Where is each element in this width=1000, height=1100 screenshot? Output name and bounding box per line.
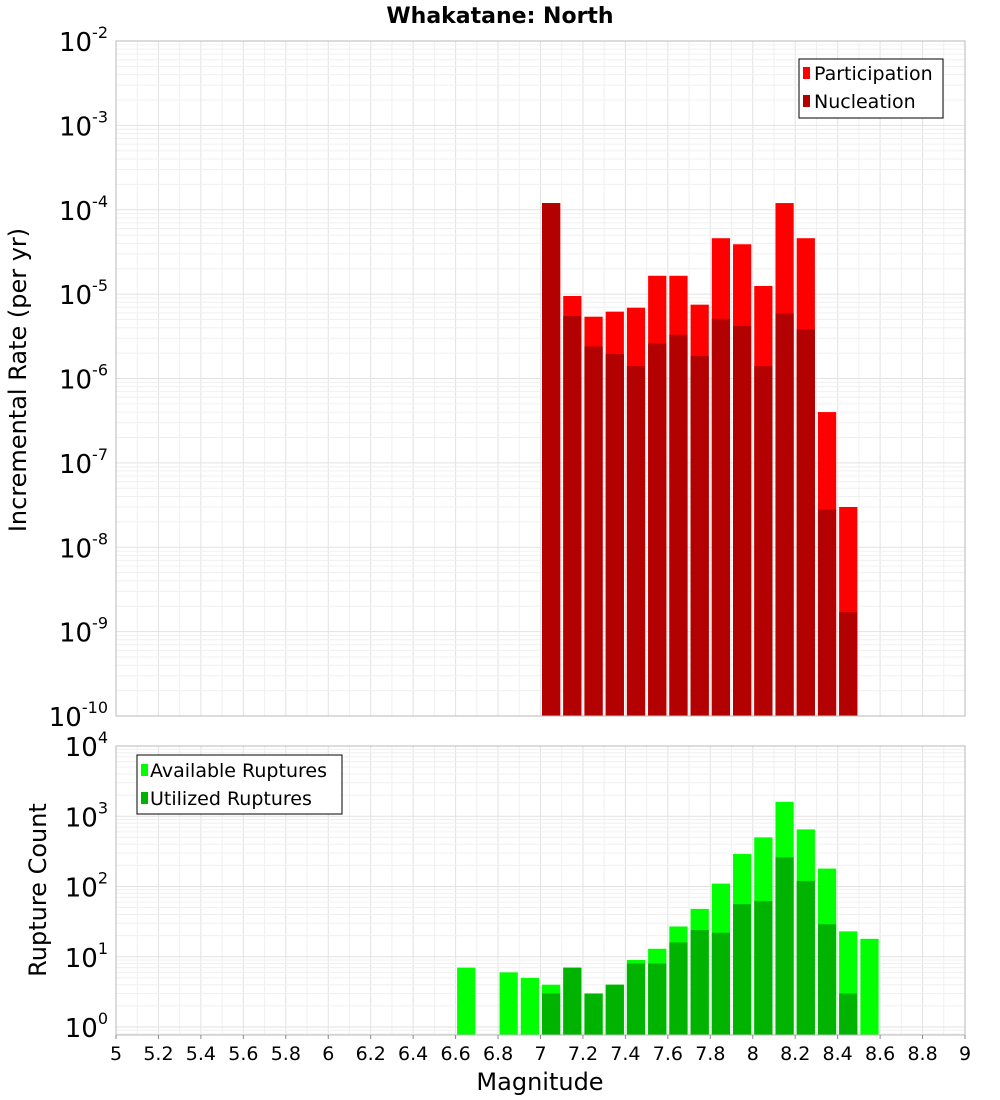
bottom-bar-utilized-ruptures [754, 901, 773, 1035]
top-y-axis-label: Incremental Rate (per yr) [4, 228, 32, 532]
x-tick-label: 8 [747, 1043, 759, 1065]
x-tick-label: 8.2 [780, 1043, 810, 1065]
top-y-tick-label: 10-4 [59, 192, 108, 227]
top-bar-nucleation [542, 203, 561, 716]
top-bar-nucleation [584, 346, 603, 716]
legend-swatch-available [141, 764, 148, 776]
legend-label-participation: Participation [814, 63, 933, 85]
top-bar-nucleation [733, 325, 752, 716]
bottom-bar-utilized-ruptures [711, 932, 731, 1035]
bottom-legend-box [136, 754, 343, 815]
bottom-grid [115, 746, 966, 1035]
top-bar-nucleation [796, 329, 815, 716]
bottom-bar-utilized-ruptures [733, 904, 752, 1035]
top-bar-nucleation [605, 354, 624, 716]
legend-swatch-nucleation [803, 95, 810, 107]
bottom-bar-utilized-ruptures [839, 993, 858, 1035]
bottom-y-tick-label: 102 [65, 869, 108, 904]
bottom-bars [457, 801, 879, 1035]
x-tick-label: 5.4 [186, 1043, 216, 1065]
top-legend: Participation Nucleation [798, 58, 944, 119]
bottom-y-tick-label: 103 [65, 798, 108, 833]
top-plot: 10-10 10-9 10-8 10-7 10-6 10-5 10-4 10-3 10-2 In… [4, 23, 966, 733]
x-tick-label: 7.2 [568, 1043, 598, 1065]
x-tick-label: 9 [959, 1043, 971, 1065]
bottom-y-tick-label: 104 [65, 728, 108, 763]
top-bar-nucleation [690, 355, 709, 716]
top-y-tick-label: 10-3 [59, 107, 108, 142]
bottom-bar-utilized-ruptures [605, 984, 624, 1035]
bottom-bar-utilized-ruptures [648, 963, 667, 1035]
bottom-plot: 100 101 102 103 104 5 5.2 5.4 5.6 5.8 6 6.2 6.4 6.6 6… [24, 728, 971, 1096]
bottom-y-ticks: 100 101 102 103 104 [65, 728, 108, 1044]
bottom-bar-available-ruptures [457, 967, 476, 1035]
x-tick-label: 5.6 [228, 1043, 258, 1065]
top-y-tick-label: 10-7 [59, 445, 108, 480]
bottom-x-ticks: 5 5.2 5.4 5.6 5.8 6 6.2 6.4 6.6 6.8 7 7.2 7.4 7.6 7.8 8… [110, 1035, 971, 1065]
top-bar-nucleation [817, 509, 837, 716]
legend-label-utilized: Utilized Ruptures [150, 788, 312, 810]
x-tick-label: 7.6 [653, 1043, 683, 1065]
x-tick-label: 5 [110, 1043, 122, 1065]
x-tick-label: 7.4 [610, 1043, 640, 1065]
top-bar-nucleation [839, 612, 858, 716]
top-bar-nucleation [711, 318, 731, 716]
top-bar-nucleation [626, 366, 646, 716]
top-bars [542, 203, 858, 717]
top-bar-nucleation [648, 343, 667, 716]
legend-label-nucleation: Nucleation [814, 91, 916, 113]
bottom-bar-utilized-ruptures [626, 963, 646, 1035]
top-y-tick-label: 10-8 [59, 529, 108, 564]
top-bar-nucleation [669, 334, 688, 716]
top-y-ticks: 10-10 10-9 10-8 10-7 10-6 10-5 10-4 10-3 10-2 [49, 23, 108, 733]
x-tick-label: 6.4 [398, 1043, 428, 1065]
x-tick-label: 8.6 [865, 1043, 895, 1065]
bottom-bar-utilized-ruptures [563, 967, 582, 1035]
top-y-tick-label: 10-6 [59, 361, 108, 396]
bottom-bar-available-ruptures [499, 972, 518, 1035]
top-bar-nucleation [775, 313, 794, 716]
top-y-tick-label: 10-10 [49, 698, 108, 733]
bottom-y-tick-label: 101 [65, 939, 108, 974]
x-tick-label: 6.8 [483, 1043, 513, 1065]
bottom-bar-utilized-ruptures [775, 857, 794, 1035]
bottom-y-tick-label: 100 [65, 1009, 108, 1044]
top-plot-frame [115, 40, 966, 717]
bottom-bar-utilized-ruptures [796, 880, 815, 1035]
x-tick-label: 6.2 [356, 1043, 386, 1065]
x-tick-label: 5.8 [271, 1043, 301, 1065]
legend-swatch-utilized [141, 792, 148, 804]
x-tick-label: 7.8 [695, 1043, 725, 1065]
x-tick-label: 6.6 [440, 1043, 470, 1065]
x-tick-label: 5.2 [143, 1043, 173, 1065]
bottom-legend: Available Ruptures Utilized Ruptures [136, 754, 343, 815]
top-bar-nucleation [754, 366, 773, 716]
x-tick-label: 8.8 [907, 1043, 937, 1065]
chart-title: Whakatane: North [386, 4, 613, 29]
x-axis-label: Magnitude [476, 1068, 603, 1096]
bottom-bar-available-ruptures [520, 977, 539, 1035]
x-tick-label: 8.4 [823, 1043, 853, 1065]
x-tick-label: 7 [534, 1043, 546, 1065]
top-bar-nucleation [563, 316, 582, 716]
top-y-tick-label: 10-5 [59, 276, 108, 311]
top-y-tick-label: 10-2 [59, 23, 108, 58]
bottom-bar-utilized-ruptures [584, 993, 603, 1035]
bottom-y-axis-label: Rupture Count [24, 803, 52, 977]
top-grid [115, 41, 966, 717]
bottom-bar-utilized-ruptures [690, 930, 709, 1035]
top-legend-box [798, 58, 944, 119]
bottom-bar-utilized-ruptures [817, 924, 837, 1035]
legend-label-available: Available Ruptures [150, 760, 327, 782]
bottom-bar-utilized-ruptures [669, 942, 688, 1035]
top-y-tick-label: 10-9 [59, 614, 108, 649]
bottom-bar-available-ruptures [860, 938, 879, 1035]
legend-swatch-participation [803, 67, 810, 79]
bottom-bar-utilized-ruptures [542, 993, 561, 1035]
x-tick-label: 6 [322, 1043, 334, 1065]
